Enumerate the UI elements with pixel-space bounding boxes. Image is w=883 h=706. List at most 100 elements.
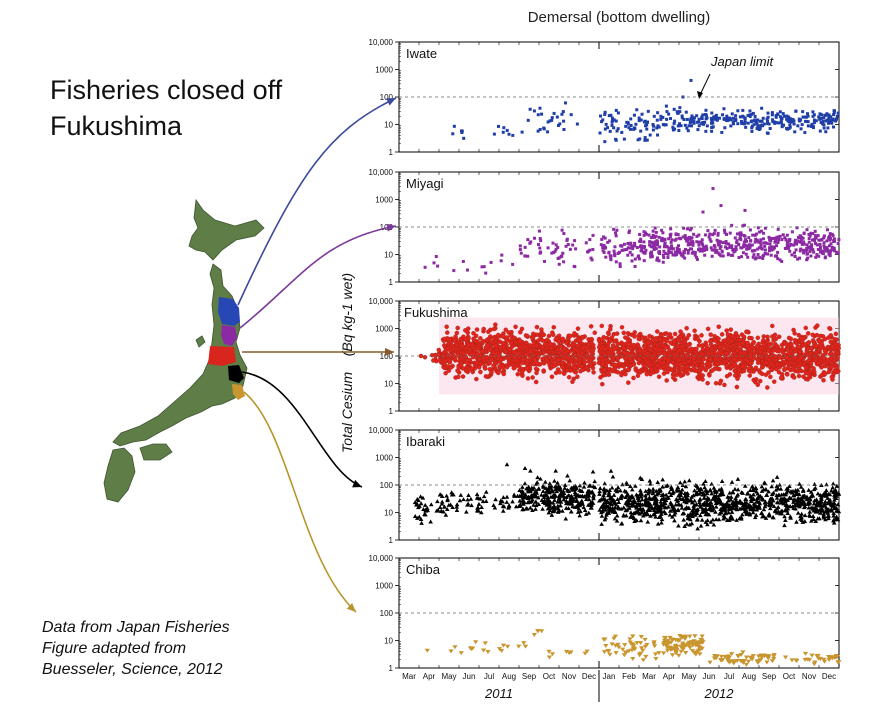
data-point [615,229,618,232]
data-point [604,256,607,259]
data-point [680,345,684,349]
data-point [776,251,779,254]
data-point [707,373,711,377]
data-point [517,351,521,355]
data-point [746,245,749,248]
data-point [684,353,688,357]
data-point [533,237,536,240]
data-point [833,337,837,341]
data-point [482,494,487,498]
data-point [770,254,773,257]
data-point [730,224,733,227]
data-point [518,339,522,343]
data-point [535,480,540,484]
data-point [731,249,734,252]
data-point [788,118,791,121]
data-point [779,375,783,379]
data-point [565,245,568,248]
data-point [785,372,789,376]
data-point [704,130,707,133]
data-point [579,364,583,368]
data-point [612,493,617,497]
data-point [819,130,822,133]
data-point [620,482,625,486]
data-point [467,348,471,352]
panel-label: Miyagi [406,176,444,191]
data-point [662,352,666,356]
data-point [643,230,646,233]
data-point [692,244,695,247]
data-point [751,234,754,237]
data-point [826,345,830,349]
data-point [673,347,677,351]
data-point [789,342,793,346]
data-point [605,123,608,126]
data-point [694,251,697,254]
data-point [456,326,460,330]
data-point [658,126,661,129]
data-point [692,233,695,236]
y-tick-label: 100 [380,481,394,490]
data-point [749,228,752,231]
data-point [559,344,563,348]
data-point [765,385,769,389]
data-point [776,113,779,116]
data-point [832,125,835,128]
data-point [761,338,765,342]
data-point [665,118,668,121]
data-point [502,131,505,134]
data-point [484,499,489,503]
data-point [601,118,604,121]
data-point [518,330,522,334]
data-point [538,107,541,110]
data-point [696,337,700,341]
data-point [773,333,777,337]
data-point [723,126,726,129]
data-point [687,129,690,132]
data-point [824,256,827,259]
data-point [726,117,729,120]
data-point [507,356,511,360]
data-point [504,328,508,332]
data-point [477,346,481,350]
data-point [821,378,825,382]
data-point [699,248,702,251]
data-point [825,246,828,249]
data-point [484,345,488,349]
data-point [801,110,804,113]
data-point [725,233,728,236]
data-point [585,241,588,244]
data-point [798,363,802,367]
data-point [623,351,627,355]
data-point [764,248,767,251]
data-point [528,242,531,245]
data-point [767,236,770,239]
data-point [491,503,496,507]
data-point [831,117,834,120]
data-point [690,237,693,240]
data-point [750,345,754,349]
data-point [477,502,482,506]
data-point [631,247,634,250]
data-point [696,121,699,124]
data-point [562,120,565,123]
data-point [556,116,559,119]
data-point [512,350,516,354]
data-point [615,260,618,263]
data-point [763,123,766,126]
data-point [837,252,840,255]
data-point [758,350,762,354]
data-point [562,128,565,131]
data-point [822,236,825,239]
data-point [556,246,559,249]
data-point [592,479,597,483]
data-point [821,250,824,253]
data-point [629,117,632,120]
data-point [823,499,828,503]
data-point [659,333,663,337]
y-tick-label: 10 [384,121,393,130]
data-point [504,338,508,342]
data-point [826,358,830,362]
data-point [667,247,670,250]
data-point [576,327,580,331]
